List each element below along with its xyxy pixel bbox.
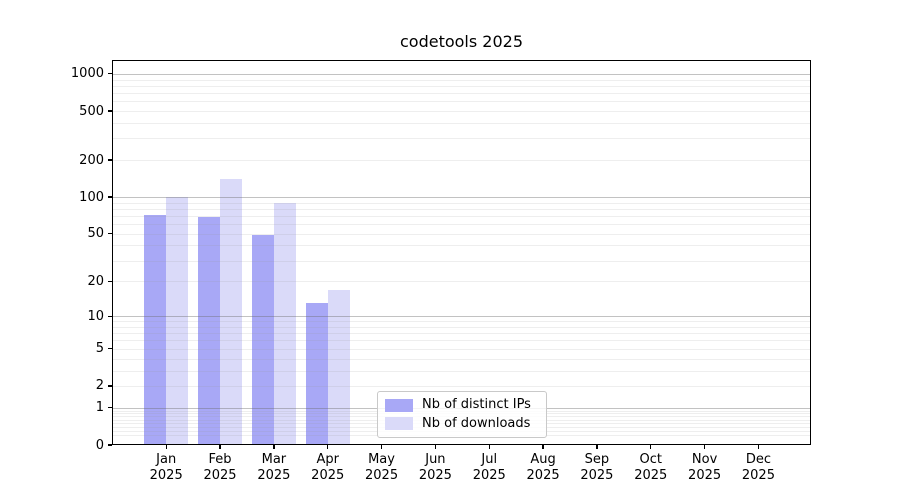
x-tick-feb — [219, 445, 221, 449]
bar-downloads-feb — [220, 179, 242, 445]
gridline-minor-9 — [112, 321, 811, 323]
gridline-minor-700 — [112, 92, 811, 94]
gridline-minor-30 — [112, 260, 811, 262]
x-tick-sep — [596, 445, 598, 449]
x-tick-label-may: May 2025 — [365, 452, 399, 483]
y-tick-200 — [108, 159, 112, 161]
gridline-minor-6 — [112, 340, 811, 342]
gridline-minor-3 — [112, 370, 811, 372]
bar-downloads-apr — [327, 289, 350, 445]
gridline-minor-300 — [112, 138, 811, 140]
bar-distinct-ips-jan — [144, 214, 167, 445]
x-tick-dec — [757, 445, 760, 449]
x-tick-label-mar: Mar 2025 — [257, 452, 291, 483]
gridline-minor-90 — [112, 202, 811, 204]
y-tick-label-100: 100 — [79, 189, 104, 205]
gridline-minor-7 — [112, 333, 811, 335]
y-tick-label-200: 200 — [79, 152, 104, 168]
gridline-minor-8 — [112, 326, 811, 328]
gridline-minor-2 — [112, 385, 811, 387]
x-tick-label-jul: Jul 2025 — [472, 452, 506, 483]
plot-area — [112, 60, 811, 445]
y-tick-label-10: 10 — [87, 308, 104, 324]
x-tick-label-aug: Aug 2025 — [526, 452, 560, 483]
x-tick-jul — [488, 445, 490, 449]
gridline-minor-5 — [112, 348, 811, 350]
gridline-minor-40 — [112, 245, 811, 247]
gridline-major-10 — [112, 316, 811, 318]
gridline-major-100 — [112, 197, 811, 199]
gridline-minor-200 — [112, 160, 811, 162]
x-tick-jun — [434, 445, 437, 449]
x-tick-label-sep: Sep 2025 — [580, 452, 614, 483]
legend-label-distinct-ips: Nb of distinct IPs — [422, 397, 531, 413]
legend-swatch-downloads — [385, 417, 413, 431]
y-tick-0 — [108, 444, 112, 446]
y-tick-10 — [108, 315, 112, 317]
y-tick-20 — [108, 280, 112, 283]
y-tick-label-5: 5 — [95, 341, 104, 357]
y-tick-2 — [108, 385, 112, 387]
gridline-minor-800 — [112, 85, 811, 87]
legend: Nb of distinct IPs Nb of downloads — [377, 391, 547, 438]
x-tick-label-dec: Dec 2025 — [741, 452, 775, 483]
y-tick-label-2: 2 — [95, 378, 104, 394]
x-tick-label-oct: Oct 2025 — [634, 452, 668, 483]
legend-item-distinct-ips: Nb of distinct IPs — [385, 397, 539, 413]
bar-distinct-ips-apr — [305, 303, 328, 445]
x-tick-oct — [650, 445, 652, 449]
y-tick-50 — [108, 233, 112, 235]
legend-item-downloads: Nb of downloads — [385, 416, 539, 432]
gridline-minor-60 — [112, 224, 811, 226]
y-tick-label-50: 50 — [87, 226, 104, 242]
legend-label-downloads: Nb of downloads — [422, 415, 531, 431]
x-tick-label-feb: Feb 2025 — [203, 452, 237, 483]
gridline-minor-600 — [112, 101, 811, 103]
x-tick-aug — [542, 445, 544, 449]
x-tick-label-jan: Jan 2025 — [149, 452, 183, 483]
bar-distinct-ips-feb — [198, 216, 221, 445]
bar-downloads-jan — [166, 197, 188, 445]
bar-downloads-mar — [273, 202, 296, 445]
x-tick-label-apr: Apr 2025 — [311, 452, 345, 483]
y-tick-label-1: 1 — [95, 400, 104, 416]
gridline-minor-20 — [112, 281, 811, 283]
x-tick-nov — [703, 445, 706, 449]
gridline-minor-500 — [112, 111, 811, 113]
bar-distinct-ips-mar — [252, 234, 274, 445]
legend-swatch-distinct-ips — [385, 398, 413, 412]
y-tick-5 — [108, 348, 112, 350]
y-tick-label-500: 500 — [79, 103, 104, 119]
gridline-minor-70 — [112, 215, 811, 217]
x-tick-label-nov: Nov 2025 — [688, 452, 722, 483]
y-tick-1000 — [108, 73, 112, 75]
gridline-minor-50 — [112, 233, 811, 235]
y-tick-label-1000: 1000 — [70, 66, 104, 82]
x-tick-apr — [327, 445, 329, 449]
x-tick-jan — [165, 445, 167, 449]
gridline-minor-900 — [112, 79, 811, 81]
chart-title: codetools 2025 — [399, 32, 524, 51]
x-tick-may — [380, 445, 383, 449]
x-tick-mar — [273, 445, 275, 449]
gridline-minor-400 — [112, 122, 811, 124]
gridline-minor-80 — [112, 208, 811, 210]
y-tick-500 — [108, 110, 112, 112]
gridline-minor-4 — [112, 358, 811, 360]
y-tick-label-0: 0 — [95, 437, 104, 453]
y-tick-100 — [108, 196, 112, 198]
y-tick-label-20: 20 — [87, 273, 104, 289]
gridline-major-1000 — [112, 73, 811, 75]
x-tick-label-jun: Jun 2025 — [418, 452, 452, 483]
y-tick-1 — [108, 407, 112, 409]
